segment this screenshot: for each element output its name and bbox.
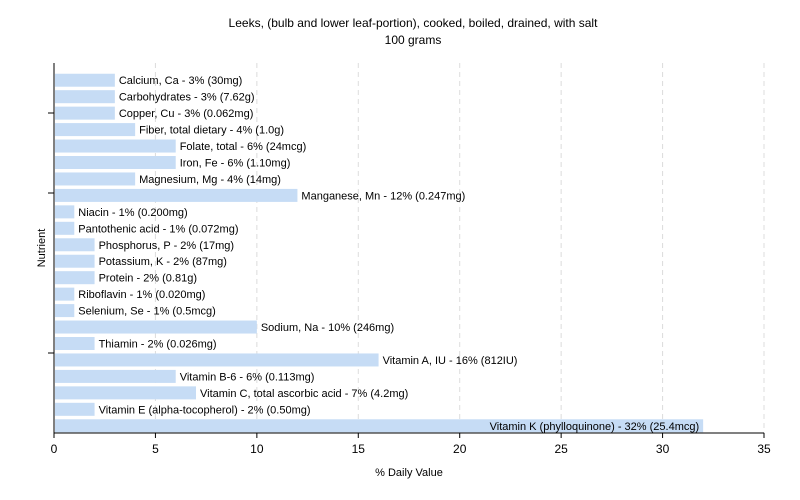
bar-data-label: Phosphorus, P - 2% (17mg): [99, 240, 235, 252]
x-tick-label: 25: [554, 442, 568, 456]
bar-data-label: Copper, Cu - 3% (0.062mg): [119, 108, 254, 120]
bar-data-label: Potassium, K - 2% (87mg): [99, 256, 227, 268]
chart-subtitle: 100 grams: [385, 33, 442, 47]
x-tick-label: 30: [656, 442, 670, 456]
bar: [55, 205, 75, 219]
bar: [55, 386, 196, 400]
bar-data-label: Folate, total - 6% (24mcg): [180, 141, 307, 153]
x-axis-label: % Daily Value: [375, 467, 443, 479]
bar: [55, 353, 379, 367]
bar: [55, 188, 298, 202]
bar-data-label: Vitamin C, total ascorbic acid - 7% (4.2…: [200, 388, 408, 400]
bar: [55, 172, 136, 186]
x-tick-label: 5: [152, 442, 159, 456]
x-tick-label: 10: [250, 442, 264, 456]
bar-data-label: Vitamin E (alpha-tocopherol) - 2% (0.50m…: [99, 404, 311, 416]
bar-data-label: Fiber, total dietary - 4% (1.0g): [139, 125, 284, 137]
bar: [55, 304, 75, 318]
bar-data-label: Vitamin B-6 - 6% (0.113mg): [180, 371, 315, 383]
bar: [55, 238, 95, 252]
bar: [55, 90, 115, 104]
axes: [53, 63, 764, 434]
x-tick-label: 20: [453, 442, 467, 456]
x-tick-label: 0: [51, 442, 58, 456]
bar-data-label: Vitamin A, IU - 16% (812IU): [383, 355, 518, 367]
bar: [55, 369, 176, 383]
bar: [55, 337, 95, 350]
bar: [55, 73, 115, 87]
bar-data-label: Magnesium, Mg - 4% (14mg): [139, 174, 281, 186]
bar: [55, 139, 176, 153]
bar-data-label: Carbohydrates - 3% (7.62g): [119, 92, 255, 104]
bar-data-label: Niacin - 1% (0.200mg): [78, 207, 187, 219]
bar-data-label: Thiamin - 2% (0.026mg): [99, 339, 217, 351]
bar-data-label: Sodium, Na - 10% (246mg): [261, 322, 394, 334]
bar: [55, 123, 136, 137]
gridlines: [154, 63, 765, 433]
bar: [55, 402, 95, 416]
bar-data-label: Manganese, Mn - 12% (0.247mg): [301, 190, 465, 202]
bar: [55, 106, 115, 120]
y-axis-label: Nutrient: [36, 229, 48, 268]
bar: [55, 254, 95, 268]
bar: [55, 320, 257, 334]
bar-data-label: Calcium, Ca - 3% (30mg): [119, 75, 242, 87]
bar: [55, 271, 95, 285]
chart-title: Leeks, (bulb and lower leaf-portion), co…: [229, 16, 599, 30]
bar-data-label: Protein - 2% (0.81g): [99, 273, 197, 285]
bar-data-label: Selenium, Se - 1% (0.5mcg): [78, 306, 216, 318]
bar-data-label: Iron, Fe - 6% (1.10mg): [180, 158, 291, 170]
x-tick-label: 15: [352, 442, 366, 456]
bar-data-label: Riboflavin - 1% (0.020mg): [78, 289, 205, 301]
bar: [55, 221, 75, 235]
bar: [55, 419, 704, 433]
bar-data-label: Pantothenic acid - 1% (0.072mg): [78, 223, 238, 235]
x-tick-label: 35: [757, 442, 771, 456]
bar: [55, 287, 75, 301]
bar-data-label: Vitamin K (phylloquinone) - 32% (25.4mcg…: [490, 421, 700, 433]
bar: [55, 156, 176, 169]
x-ticks: 0 5 10 15 20 25 30 35: [48, 112, 771, 456]
bars: Calcium, Ca - 3% (30mg) Carbohydrates - 3…: [55, 73, 704, 433]
